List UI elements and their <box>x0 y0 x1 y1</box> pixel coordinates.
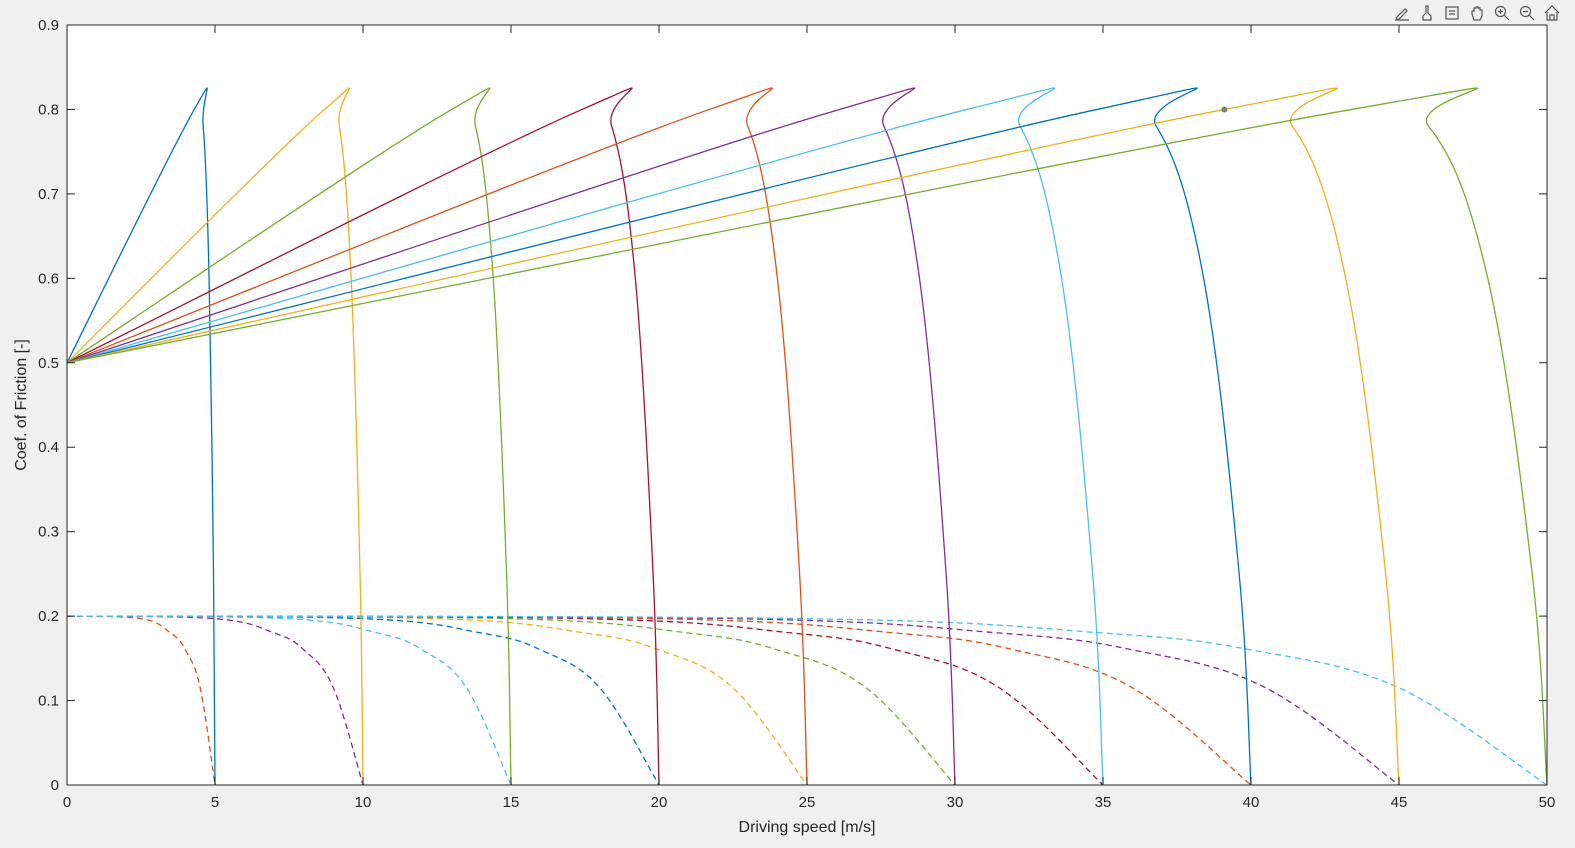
datatip-marker[interactable] <box>1221 106 1228 113</box>
solid-series-line-2 <box>66 87 364 786</box>
solid-series-line-1 <box>66 87 216 786</box>
y-tick-label: 0.5 <box>38 355 59 372</box>
home-icon <box>1544 5 1560 21</box>
pan-icon <box>1471 6 1483 21</box>
y-axis-label: Coef. of Friction [-] <box>13 339 30 471</box>
y-tick-label: 0 <box>51 777 59 794</box>
solid-series-line-5 <box>66 87 808 786</box>
y-tick-label: 0.9 <box>38 17 59 34</box>
x-tick-label: 0 <box>63 794 71 811</box>
data-tips-button[interactable] <box>1441 2 1463 24</box>
x-axis-label: Driving speed [m/s] <box>739 819 876 836</box>
solid-series-line-10 <box>66 87 1548 786</box>
brush-button[interactable] <box>1416 2 1438 24</box>
solid-series-line-6 <box>66 87 956 786</box>
solid-series-line-8 <box>66 87 1252 786</box>
zoom-in-button[interactable] <box>1491 2 1513 24</box>
x-tick-label: 50 <box>1539 794 1556 811</box>
x-tick-label: 40 <box>1243 794 1260 811</box>
brush-icon <box>1422 5 1432 21</box>
home-button[interactable] <box>1541 2 1563 24</box>
dashed-series-line-1 <box>66 615 216 786</box>
dashed-series-line-2 <box>66 615 364 786</box>
x-tick-label: 25 <box>799 794 816 811</box>
x-tick-label: 35 <box>1095 794 1112 811</box>
dashed-series-line-3 <box>66 615 512 786</box>
marker-layer <box>1221 106 1228 113</box>
solid-series-line-3 <box>66 87 512 786</box>
x-tick-label: 5 <box>211 794 219 811</box>
pan-button[interactable] <box>1466 2 1488 24</box>
x-tick-label: 45 <box>1391 794 1408 811</box>
y-tick-label: 0.2 <box>38 608 59 625</box>
y-tick-label: 0.3 <box>38 524 59 541</box>
series-layer <box>66 87 1548 786</box>
dashed-series-line-7 <box>66 615 1104 786</box>
solid-series-line-9 <box>66 87 1400 786</box>
plot-area <box>67 25 1547 785</box>
y-tick-label: 0.8 <box>38 101 59 118</box>
y-tick-label: 0.6 <box>38 270 59 287</box>
axes-toolbar <box>1391 2 1563 24</box>
solid-series-line-7 <box>66 87 1104 786</box>
x-tick-label: 10 <box>355 794 372 811</box>
solid-series-line-4 <box>66 87 660 786</box>
ticks-layer: 0 5 10 15 20 25 30 35 40 45 50 0 0.1 0.2 0.3 0.4 0.5 0.6 0… <box>38 17 1555 811</box>
y-tick-label: 0.7 <box>38 186 59 203</box>
zoom-in-icon <box>1494 5 1510 21</box>
edit-plot-button[interactable] <box>1391 2 1413 24</box>
data-tips-icon <box>1445 6 1459 20</box>
y-tick-label: 0.4 <box>38 439 59 456</box>
x-tick-label: 20 <box>651 794 668 811</box>
x-tick-label: 15 <box>503 794 520 811</box>
zoom-out-icon <box>1519 5 1535 21</box>
edit-plot-icon <box>1395 8 1409 21</box>
dashed-series-line-8 <box>66 615 1252 786</box>
dashed-series-line-10 <box>66 615 1548 786</box>
y-tick-label: 0.1 <box>38 693 59 710</box>
x-tick-label: 30 <box>947 794 964 811</box>
zoom-out-button[interactable] <box>1516 2 1538 24</box>
